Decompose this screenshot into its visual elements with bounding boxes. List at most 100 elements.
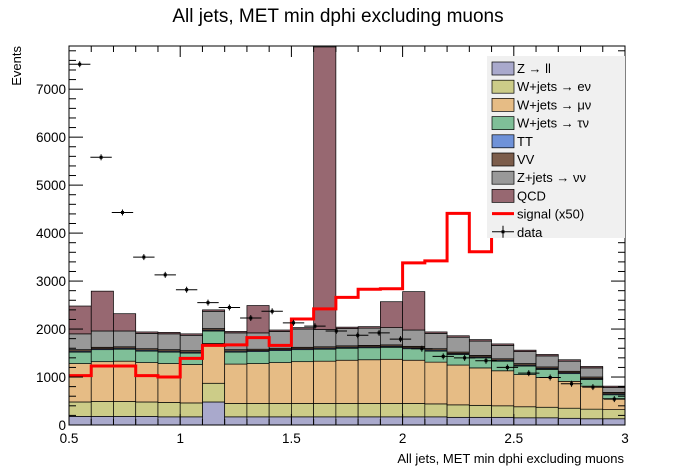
bar-qcd [135,331,159,334]
bar-z-jets [468,340,492,356]
bar-w-jets-e [357,403,381,418]
bar-qcd [157,332,181,335]
legend-label: signal (x50) [517,207,584,222]
data-point [389,336,412,343]
y-tick-label: 0 [58,418,66,433]
bar-w-jets [468,357,492,369]
data-point-marker [292,321,296,325]
y-tick-label: 6000 [36,130,66,145]
data-point-marker [377,331,381,335]
bar-z-ll [580,418,604,426]
bar-w-jets [246,351,270,364]
bar-qcd [291,327,314,330]
data-point-marker [99,155,103,159]
data-point-marker [185,288,189,292]
data-point [411,345,433,352]
bar-z-jets [135,333,159,350]
bar-w-jets [113,348,137,362]
data-point-marker [484,359,488,363]
bar-qcd [580,366,604,369]
bar-z-ll [380,416,403,426]
data-point-marker [441,354,445,358]
bar-w-jets-e [513,406,537,419]
data-point [304,323,326,330]
data-point [518,370,540,377]
bar-z-ll [135,416,159,426]
data-point [453,354,476,361]
data-point-marker [313,324,317,328]
y-tick-label: 5000 [36,178,66,193]
y-tick-label: 4000 [36,226,66,241]
data-point [475,357,497,364]
bar-z-ll [335,416,359,426]
data-point [347,332,369,339]
data-point-marker [227,305,231,309]
bar-qcd [268,329,292,332]
bar-z-ll [157,416,181,426]
bar-qcd [424,331,448,334]
bar-z-jets [513,351,537,364]
bar-w-jets [335,359,359,404]
bar-w-jets-e [313,403,337,418]
data-point [175,286,198,293]
data-point-marker [570,382,574,386]
bar-qcd [380,301,403,328]
legend-label: data [517,225,543,240]
bar-w-jets-e [580,408,604,420]
bar-w-jets [179,364,203,404]
x-axis-label: All jets, MET min dphi excluding muons [397,451,624,466]
bar-w-jets-e [224,403,248,418]
bar-w-jets [491,360,515,372]
bar-z-ll [557,417,581,426]
data-point [240,315,262,322]
bar-qcd [446,335,470,338]
bar-w-jets [380,358,403,404]
bar-w-jets-e [157,402,181,418]
bar-z-ll [468,416,492,426]
bar-w-jets-e [268,403,292,418]
data-point-marker [78,62,82,66]
bar-w-jets [313,360,337,404]
data-point-marker [505,365,509,369]
bar-w-jets [402,359,426,404]
data-point [111,209,134,216]
bar-w-jets-e [113,401,137,417]
bar-w-jets [535,377,559,408]
legend-swatch [491,79,515,94]
y-tick-label: 1000 [36,370,66,385]
bar-z-ll [179,416,203,426]
bar-z-ll [268,416,292,426]
data-point-marker [527,371,531,375]
bar-w-jets-e [90,401,114,417]
bar-qcd [313,46,337,330]
bar-w-jets-e [380,403,403,418]
bar-w-jets [513,374,537,408]
bar-z-ll [491,416,515,426]
legend-label: TT [517,134,533,149]
bar-z-jets [291,328,314,348]
x-tick-label: 2 [399,431,407,446]
bar-z-jets [113,330,137,348]
bar-z-jets [446,336,470,353]
data-point [496,364,519,371]
bar-z-jets [535,355,559,368]
bar-w-jets-e [557,407,581,419]
data-point [560,380,583,387]
data-point [368,329,390,336]
bar-w-jets [224,363,248,404]
bar-w-jets [268,362,292,404]
data-point-marker [398,337,402,341]
bar-w-jets [357,359,381,404]
plot-area: 0.5 1 1.5 2 2.5 3 0 1000 2000 3000 4000 5000 6000 700… [36,45,629,446]
data-point [133,254,155,261]
bar-z-jets [157,333,181,351]
data-point-marker [463,356,467,360]
legend-swatch [491,98,515,112]
bar-qcd [357,326,381,329]
bar-w-jets [491,370,515,407]
bar-z-ll [113,416,137,426]
bar-z-jets [491,345,515,360]
bar-w-jets [90,361,114,402]
bar-qcd [535,354,559,357]
